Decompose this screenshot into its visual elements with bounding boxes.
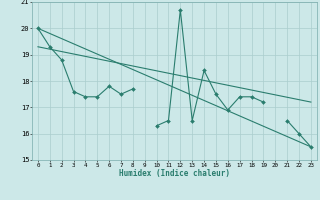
X-axis label: Humidex (Indice chaleur): Humidex (Indice chaleur) — [119, 169, 230, 178]
